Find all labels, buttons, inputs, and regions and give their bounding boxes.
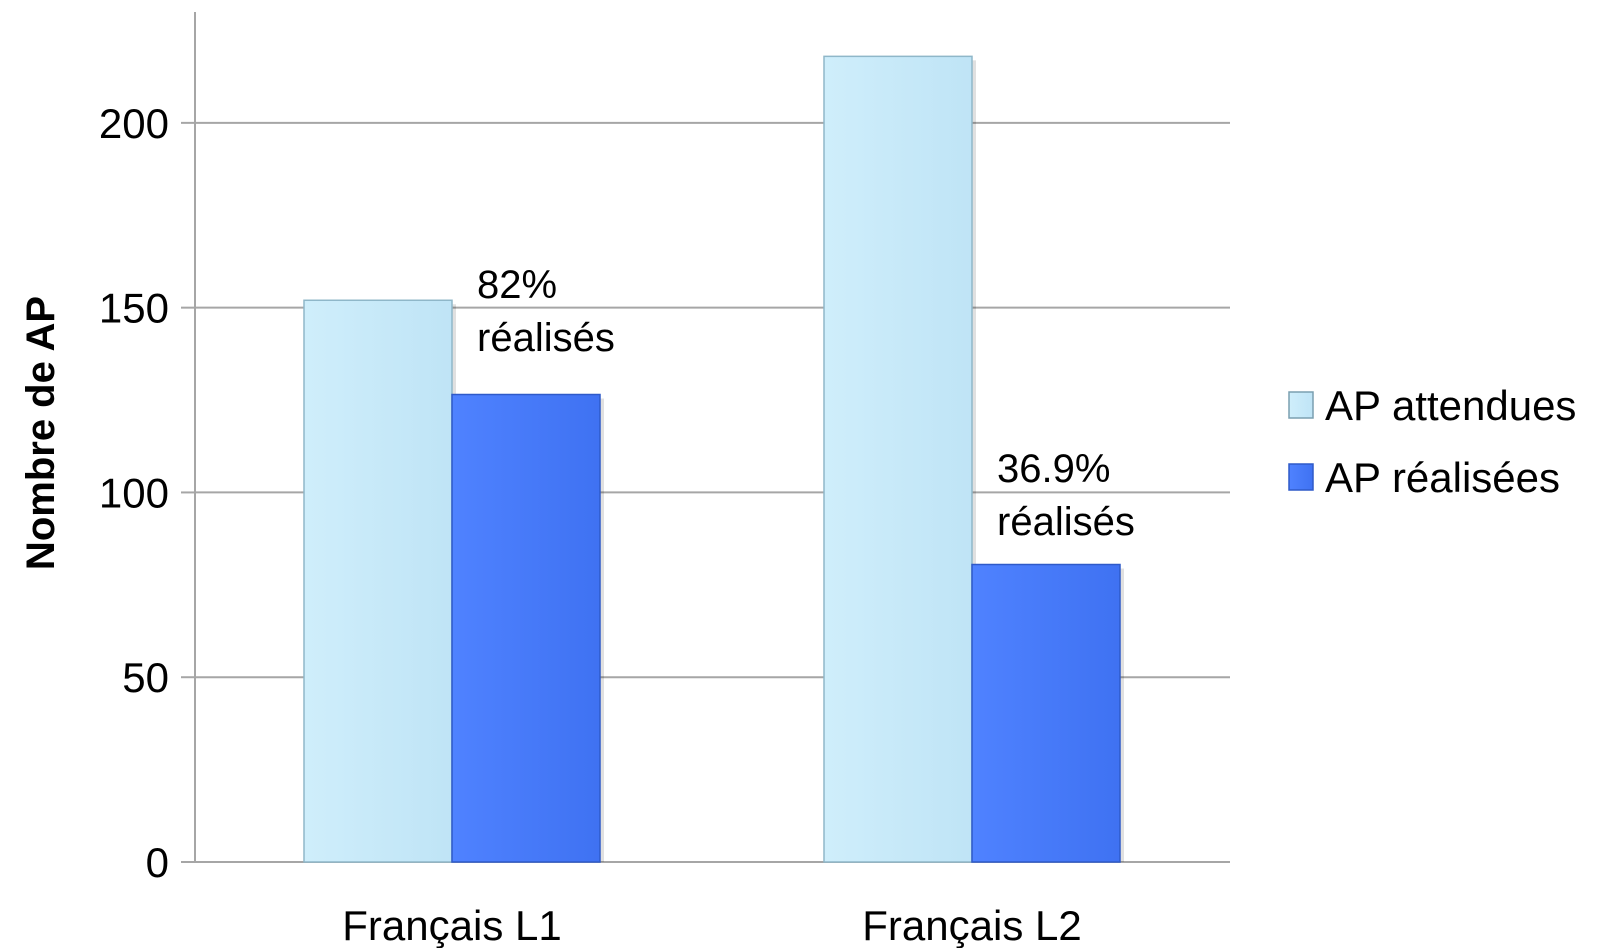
y-axis-label: Nombre de AP bbox=[19, 296, 63, 570]
bar-ap-attendues-1 bbox=[303, 299, 453, 863]
annotation-line: réalisés bbox=[477, 316, 615, 360]
legend-label: AP attendues bbox=[1325, 382, 1576, 429]
bar-ap-realisees-1 bbox=[451, 393, 601, 863]
y-tick-label: 0 bbox=[146, 839, 169, 886]
y-tick-label: 150 bbox=[99, 285, 169, 332]
bar-ap-realisees-2 bbox=[971, 563, 1121, 863]
legend: AP attendues AP réalisées bbox=[1288, 382, 1576, 501]
y-tick-label: 50 bbox=[122, 654, 169, 701]
bar-annotation: 36.9% réalisés bbox=[997, 447, 1135, 544]
annotation-line: 36.9% bbox=[997, 447, 1110, 491]
y-tick-label: 100 bbox=[99, 469, 169, 516]
legend-label: AP réalisées bbox=[1325, 454, 1560, 501]
bars bbox=[303, 55, 1124, 863]
annotation-line: réalisés bbox=[997, 500, 1135, 544]
bar-ap-attendues-2 bbox=[823, 55, 973, 863]
x-tick-label: Français L2 bbox=[862, 902, 1081, 948]
labels: 0 50 100 150 200 Français L1 Français L2 82% réa… bbox=[99, 100, 1135, 948]
annotation-line: 82% bbox=[477, 263, 557, 307]
y-tick-label: 200 bbox=[99, 100, 169, 147]
legend-swatch bbox=[1288, 391, 1314, 419]
legend-swatch bbox=[1288, 463, 1314, 491]
x-tick-label: Français L1 bbox=[342, 902, 561, 948]
bar-annotation: 82% réalisés bbox=[477, 263, 615, 360]
